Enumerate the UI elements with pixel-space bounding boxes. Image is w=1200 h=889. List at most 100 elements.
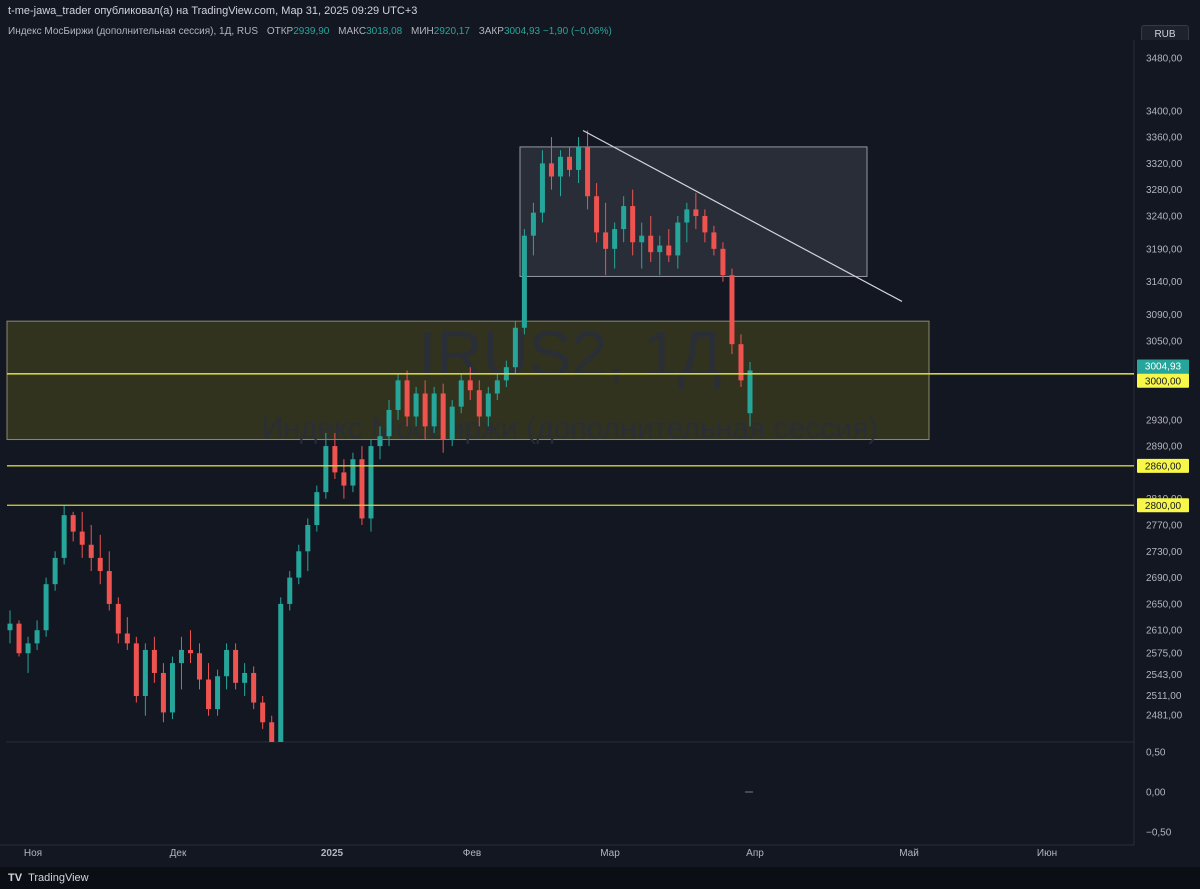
publisher-line: t-me-jawa_trader опубликовал(а) на Tradi… xyxy=(0,0,1200,22)
candle xyxy=(115,597,121,644)
candle-body xyxy=(404,380,410,417)
candle-body xyxy=(648,235,654,253)
candle xyxy=(287,571,293,611)
price-tick-label: 3240,00 xyxy=(1146,211,1183,222)
candle-body xyxy=(314,492,320,526)
level-tag-label: 3000,00 xyxy=(1145,376,1182,387)
candle-body xyxy=(169,663,175,713)
candle xyxy=(576,137,582,184)
candle-body xyxy=(70,515,76,532)
candle-body xyxy=(386,409,392,437)
candle xyxy=(124,617,130,650)
candle xyxy=(52,551,58,591)
candle xyxy=(79,511,85,558)
candle-body xyxy=(323,446,329,493)
level-tag-bg xyxy=(1137,498,1189,513)
candle-body xyxy=(25,643,31,654)
candle xyxy=(422,380,428,440)
candle xyxy=(413,386,419,427)
candle-body xyxy=(512,327,518,368)
candle-body xyxy=(548,163,554,177)
candle xyxy=(305,518,311,572)
candle-body xyxy=(431,393,437,427)
price-tick-label: 2610,00 xyxy=(1146,626,1183,637)
time-tick-label: Дек xyxy=(170,848,187,859)
candle xyxy=(160,663,166,723)
candle xyxy=(187,630,193,664)
candle xyxy=(521,229,527,335)
brand-name: TradingView xyxy=(28,872,89,884)
level-price-tag: 3000,00 xyxy=(1137,373,1189,388)
candle xyxy=(440,383,446,453)
level-tag-label: 2800,00 xyxy=(1145,501,1182,512)
price-tick-label: 3320,00 xyxy=(1146,159,1183,170)
candle xyxy=(332,432,338,479)
candle xyxy=(197,643,203,690)
price-tick-label: 2890,00 xyxy=(1146,442,1183,453)
change-value: −1,90 (−0,06%) xyxy=(542,26,612,37)
candle-body xyxy=(142,649,148,696)
candle xyxy=(377,426,383,460)
open-label: ОТКР xyxy=(266,26,294,37)
candle xyxy=(657,235,663,276)
indicator-tick-label: 0,00 xyxy=(1146,788,1166,799)
candle xyxy=(693,192,699,230)
candle-body xyxy=(215,676,221,710)
candle-body xyxy=(151,649,157,673)
candle xyxy=(25,636,31,673)
high-value: 3018,08 xyxy=(366,26,403,37)
footer-brand: TV TradingView xyxy=(0,867,1200,889)
candle xyxy=(431,386,437,433)
time-tick-label: Май xyxy=(899,848,919,859)
candle-body xyxy=(476,390,482,417)
candle-body xyxy=(630,206,636,243)
indicator-tick-label: 0,50 xyxy=(1146,748,1166,759)
candle xyxy=(720,242,726,282)
candle-body xyxy=(341,472,347,486)
candle-body xyxy=(350,459,356,486)
candle-body xyxy=(359,459,365,519)
candle-body xyxy=(7,623,13,631)
last-price-label: 3004,93 xyxy=(1145,362,1182,373)
candle-body xyxy=(133,643,139,696)
price-chart[interactable]: IRUS2, 1Д Индекс МосБиржи (дополнительная… xyxy=(0,0,1200,867)
candle xyxy=(594,183,600,243)
candle-body xyxy=(729,275,735,345)
candle-body xyxy=(557,156,563,177)
candle xyxy=(675,215,681,269)
price-tick-label: 2770,00 xyxy=(1146,521,1183,532)
candle xyxy=(729,268,735,355)
candle-body xyxy=(16,623,22,654)
candle-body xyxy=(97,557,103,572)
symbol-name: Индекс МосБиржи (дополнительная сессия),… xyxy=(8,26,259,37)
candle-body xyxy=(567,156,573,170)
open-value: 2939,90 xyxy=(293,26,330,37)
candle xyxy=(557,150,563,197)
time-tick-label: Ноя xyxy=(24,848,42,859)
candle xyxy=(43,577,49,637)
candle xyxy=(133,636,139,703)
level-tag-bg xyxy=(1137,458,1189,473)
candle xyxy=(233,643,239,690)
candle-body xyxy=(260,702,266,723)
candle-body xyxy=(738,344,744,381)
price-tick-label: 3480,00 xyxy=(1146,54,1183,65)
candle-body xyxy=(269,722,275,742)
candle xyxy=(630,189,636,256)
candle xyxy=(494,373,500,401)
price-tick-label: 2575,00 xyxy=(1146,649,1183,660)
candle xyxy=(142,643,148,716)
candle xyxy=(612,222,618,269)
low-label: МИН xyxy=(411,26,434,37)
candle xyxy=(702,209,708,243)
price-tick-label: 2730,00 xyxy=(1146,547,1183,558)
candle xyxy=(539,150,545,223)
candle xyxy=(16,620,22,657)
time-tick-label: Фев xyxy=(463,848,481,859)
candle xyxy=(260,695,266,729)
candle-body xyxy=(178,649,184,664)
price-tick-label: 3090,00 xyxy=(1146,310,1183,321)
candle-body xyxy=(675,222,681,256)
time-tick-label: Июн xyxy=(1037,848,1057,859)
time-tick-label: 2025 xyxy=(321,848,344,859)
